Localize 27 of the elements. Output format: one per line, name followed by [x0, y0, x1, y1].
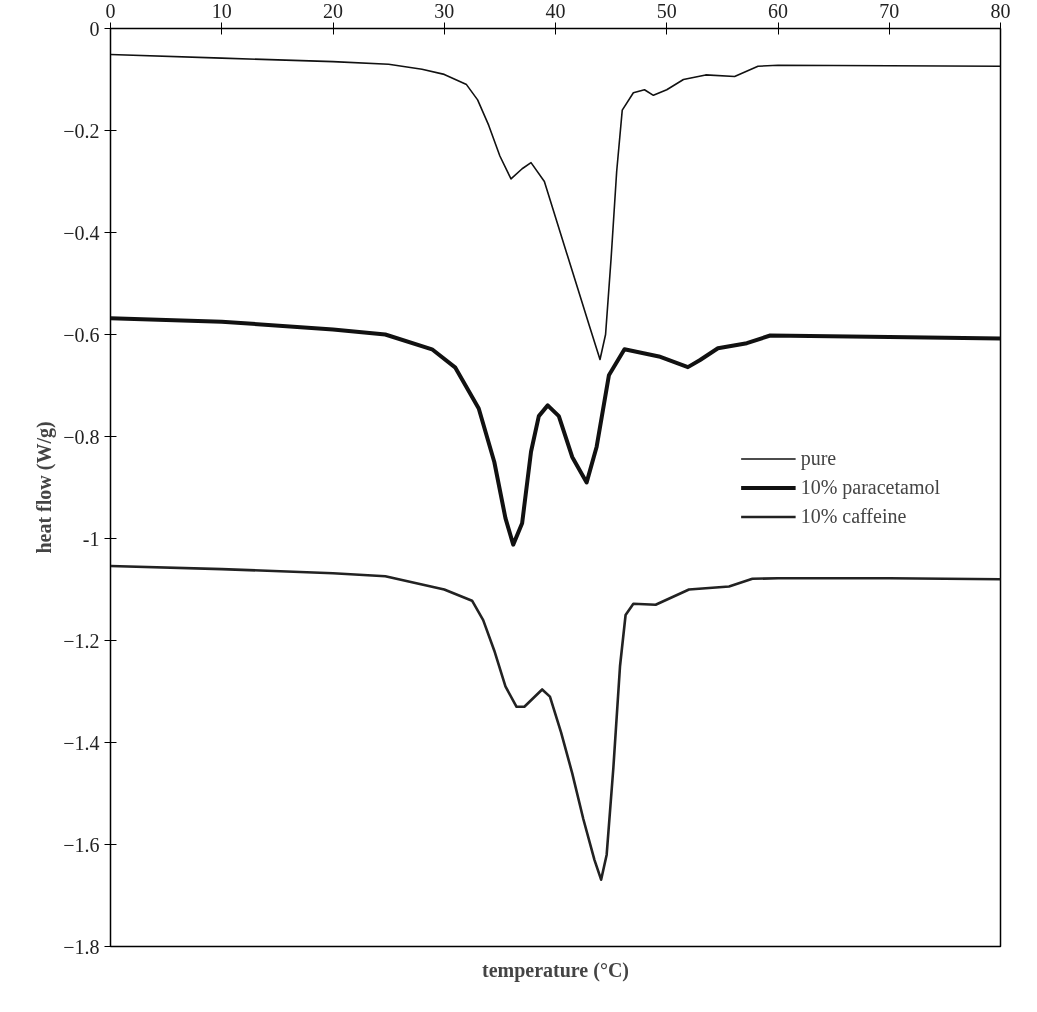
legend-label: 10% paracetamol: [800, 475, 940, 499]
y-tick-label: −0.8: [63, 425, 100, 448]
legend-label: pure: [800, 446, 837, 470]
x-tick-label: 70: [879, 0, 900, 22]
x-tick-label: 50: [656, 0, 677, 22]
y-tick-label: −1.8: [63, 935, 100, 958]
y-tick-label: −0.2: [63, 119, 100, 142]
y-axis-title: heat flow (W/g): [33, 421, 57, 554]
line-series: [110, 564, 1001, 881]
x-tick-label: 30: [434, 0, 455, 22]
x-axis-title: temperature (°C): [481, 958, 630, 982]
y-tick-label: −0.4: [63, 221, 100, 244]
x-tick-label: 60: [768, 0, 788, 22]
y-tick-label: −1.2: [63, 629, 100, 652]
line-series: [110, 316, 1001, 547]
legend-label: 10% caffeine: [800, 504, 907, 528]
x-tick-label: 20: [323, 0, 343, 22]
line-series: [110, 53, 1001, 361]
y-tick-label: -1: [82, 527, 100, 550]
x-tick-label: 40: [545, 0, 566, 22]
x-tick-label: 10: [211, 0, 232, 22]
y-tick-label: −1.6: [63, 833, 100, 856]
y-tick-label: 0: [89, 17, 100, 40]
x-tick-label: 80: [990, 0, 1011, 22]
y-tick-label: −1.4: [63, 731, 100, 754]
x-tick-label: 0: [105, 0, 116, 22]
y-tick-label: −0.6: [63, 323, 100, 346]
